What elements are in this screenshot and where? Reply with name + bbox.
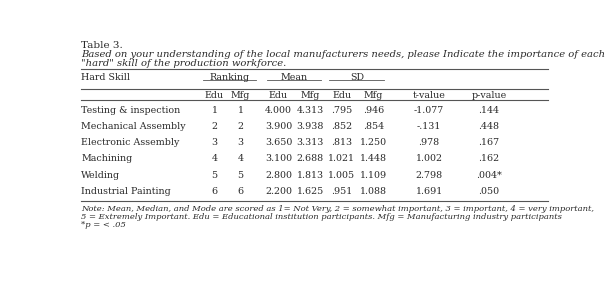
Text: 4.313: 4.313 — [297, 106, 324, 115]
Text: 1.250: 1.250 — [360, 138, 387, 147]
Text: Mean: Mean — [280, 73, 308, 82]
Text: 3.313: 3.313 — [297, 138, 324, 147]
Text: 3.650: 3.650 — [265, 138, 292, 147]
Text: .004*: .004* — [476, 170, 502, 180]
Text: -1.077: -1.077 — [414, 106, 444, 115]
Text: 1.448: 1.448 — [360, 154, 387, 163]
Text: .795: .795 — [331, 106, 352, 115]
Text: p-value: p-value — [471, 91, 506, 99]
Text: 5: 5 — [211, 170, 218, 180]
Text: Note: Mean, Median, and Mode are scored as 1= Not Very, 2 = somewhat important, : Note: Mean, Median, and Mode are scored … — [82, 205, 595, 213]
Text: Testing & inspection: Testing & inspection — [82, 106, 181, 115]
Text: Industrial Painting: Industrial Painting — [82, 187, 171, 196]
Text: Welding: Welding — [82, 170, 121, 180]
Text: "hard" skill of the production workforce.: "hard" skill of the production workforce… — [82, 59, 287, 68]
Text: Hard Skill: Hard Skill — [82, 73, 131, 82]
Text: Mfg: Mfg — [231, 91, 250, 99]
Text: 2.800: 2.800 — [265, 170, 292, 180]
Text: .162: .162 — [478, 154, 500, 163]
Text: 1.691: 1.691 — [416, 187, 443, 196]
Text: 2.200: 2.200 — [265, 187, 292, 196]
Text: Mfg: Mfg — [364, 91, 383, 99]
Text: 1.813: 1.813 — [297, 170, 324, 180]
Text: Edu: Edu — [332, 91, 351, 99]
Text: Edu: Edu — [269, 91, 288, 99]
Text: .852: .852 — [331, 122, 352, 131]
Text: .050: .050 — [478, 187, 500, 196]
Text: .854: .854 — [363, 122, 384, 131]
Text: 3: 3 — [237, 138, 243, 147]
Text: 3.938: 3.938 — [297, 122, 324, 131]
Text: Based on your understanding of the local manufacturers needs, please Indicate th: Based on your understanding of the local… — [82, 50, 606, 59]
Text: 1.005: 1.005 — [328, 170, 356, 180]
Text: 5: 5 — [237, 170, 243, 180]
Text: 2.688: 2.688 — [297, 154, 324, 163]
Text: 2: 2 — [211, 122, 218, 131]
Text: Table 3.: Table 3. — [82, 41, 123, 50]
Text: .813: .813 — [331, 138, 352, 147]
Text: 1.002: 1.002 — [416, 154, 443, 163]
Text: 3.900: 3.900 — [265, 122, 292, 131]
Text: 1.021: 1.021 — [328, 154, 355, 163]
Text: 4.000: 4.000 — [265, 106, 292, 115]
Text: 1: 1 — [211, 106, 218, 115]
Text: 5 = Extremely Important. Edu = Educational institution participants. Mfg = Manuf: 5 = Extremely Important. Edu = Education… — [82, 213, 562, 221]
Text: 2.798: 2.798 — [416, 170, 443, 180]
Text: .448: .448 — [479, 122, 500, 131]
Text: 4: 4 — [237, 154, 243, 163]
Text: .978: .978 — [419, 138, 440, 147]
Text: 6: 6 — [237, 187, 243, 196]
Text: 3: 3 — [211, 138, 218, 147]
Text: Machining: Machining — [82, 154, 132, 163]
Text: .951: .951 — [331, 187, 352, 196]
Text: Electronic Assembly: Electronic Assembly — [82, 138, 180, 147]
Text: .946: .946 — [363, 106, 384, 115]
Text: 1.088: 1.088 — [360, 187, 387, 196]
Text: Ranking: Ranking — [210, 73, 250, 82]
Text: Edu: Edu — [205, 91, 224, 99]
Text: 1.109: 1.109 — [360, 170, 387, 180]
Text: -.131: -.131 — [417, 122, 441, 131]
Text: *p = < .05: *p = < .05 — [82, 221, 126, 229]
Text: Mechanical Assembly: Mechanical Assembly — [82, 122, 186, 131]
Text: .167: .167 — [478, 138, 500, 147]
Text: .144: .144 — [479, 106, 500, 115]
Text: t-value: t-value — [413, 91, 446, 99]
Text: 1.625: 1.625 — [297, 187, 324, 196]
Text: Mfg: Mfg — [300, 91, 320, 99]
Text: 3.100: 3.100 — [265, 154, 292, 163]
Text: SD: SD — [350, 73, 364, 82]
Text: 1: 1 — [237, 106, 243, 115]
Text: 4: 4 — [211, 154, 218, 163]
Text: 2: 2 — [237, 122, 243, 131]
Text: 6: 6 — [211, 187, 218, 196]
